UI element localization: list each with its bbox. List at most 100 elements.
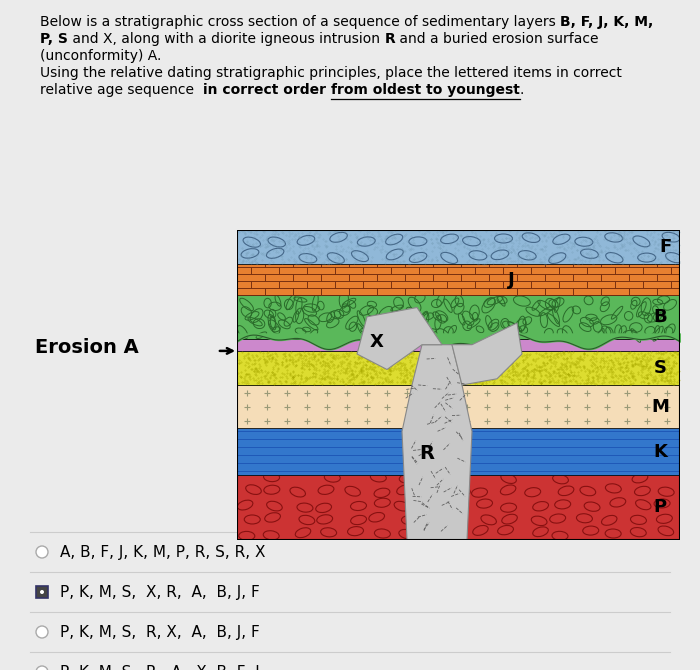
Bar [503, 267, 531, 274]
Bar [643, 281, 671, 288]
Bar [419, 281, 447, 288]
Bar [447, 281, 475, 288]
Text: P: P [653, 498, 666, 517]
Bar [433, 274, 461, 281]
Bar [307, 281, 335, 288]
Bar [559, 267, 587, 274]
Bar [643, 267, 671, 274]
Bar [517, 288, 545, 295]
Bar [405, 260, 433, 267]
Text: S: S [654, 359, 666, 377]
Text: R: R [384, 32, 395, 46]
FancyBboxPatch shape [36, 586, 48, 598]
Bar [237, 295, 680, 338]
Bar [321, 274, 349, 281]
Bar [363, 281, 391, 288]
Bar [237, 264, 680, 295]
Polygon shape [357, 308, 442, 369]
Bar [237, 274, 265, 281]
Bar [657, 260, 685, 267]
Bar [377, 274, 405, 281]
Bar [601, 288, 629, 295]
Bar [237, 351, 680, 385]
Bar [237, 338, 680, 351]
Bar [461, 274, 489, 281]
Bar [489, 288, 517, 295]
Text: M: M [651, 398, 669, 415]
Bar [615, 267, 643, 274]
Bar [307, 267, 335, 274]
Text: from oldest to youngest: from oldest to youngest [330, 83, 519, 97]
Bar [391, 281, 419, 288]
Bar [265, 260, 293, 267]
Bar [573, 274, 601, 281]
Text: P, K, M, S,  R, X,  A,  B, J, F: P, K, M, S, R, X, A, B, J, F [60, 624, 260, 639]
Bar [531, 281, 559, 288]
Bar [335, 281, 363, 288]
Bar [391, 267, 419, 274]
Text: P, K, M, S,  X, R,  A,  B, J, F: P, K, M, S, X, R, A, B, J, F [60, 584, 260, 600]
Bar [587, 281, 615, 288]
Bar [335, 267, 363, 274]
Text: R: R [419, 444, 435, 463]
Text: P, S: P, S [40, 32, 68, 46]
Bar [615, 281, 643, 288]
Bar [671, 267, 699, 274]
Bar [503, 281, 531, 288]
Bar [517, 274, 545, 281]
Bar [629, 260, 657, 267]
Bar [265, 288, 293, 295]
Bar [237, 428, 680, 475]
Bar [573, 288, 601, 295]
Bar [531, 267, 559, 274]
Bar [475, 267, 503, 274]
Bar [587, 267, 615, 274]
Bar [601, 260, 629, 267]
Text: P, K, M, S,  R,  A,  X, B, F, J: P, K, M, S, R, A, X, B, F, J [60, 665, 260, 670]
Bar [279, 281, 307, 288]
Text: K: K [653, 443, 667, 461]
Bar [293, 260, 321, 267]
Bar [405, 288, 433, 295]
Bar [237, 288, 265, 295]
Bar [461, 260, 489, 267]
Bar [601, 274, 629, 281]
Bar [237, 260, 265, 267]
Bar [223, 267, 251, 274]
Bar [517, 260, 545, 267]
Text: Erosion A: Erosion A [35, 338, 139, 357]
Text: Below is a stratigraphic cross section of a sequence of sedimentary layers: Below is a stratigraphic cross section o… [40, 15, 560, 29]
Bar [629, 274, 657, 281]
Bar [419, 267, 447, 274]
Bar [223, 281, 251, 288]
Bar [321, 260, 349, 267]
Bar [489, 274, 517, 281]
Bar [461, 288, 489, 295]
Bar [433, 288, 461, 295]
Bar [447, 267, 475, 274]
Circle shape [40, 590, 44, 594]
Circle shape [36, 546, 48, 558]
Circle shape [36, 666, 48, 670]
Bar [293, 274, 321, 281]
Bar [321, 288, 349, 295]
Bar [377, 260, 405, 267]
Bar [433, 260, 461, 267]
Bar [279, 267, 307, 274]
Bar [545, 288, 573, 295]
Bar [657, 288, 685, 295]
Text: and a buried erosion surface: and a buried erosion surface [395, 32, 598, 46]
Polygon shape [452, 323, 522, 385]
Bar [293, 288, 321, 295]
Text: in correct order: in correct order [203, 83, 330, 97]
Bar [573, 260, 601, 267]
Bar [237, 385, 680, 428]
Bar [671, 281, 699, 288]
Text: X: X [370, 332, 384, 350]
Text: and X, along with a diorite igneous intrusion: and X, along with a diorite igneous intr… [68, 32, 384, 46]
Bar [237, 475, 680, 540]
Bar [489, 260, 517, 267]
Bar [251, 281, 279, 288]
Text: F: F [659, 238, 671, 256]
Bar [251, 267, 279, 274]
